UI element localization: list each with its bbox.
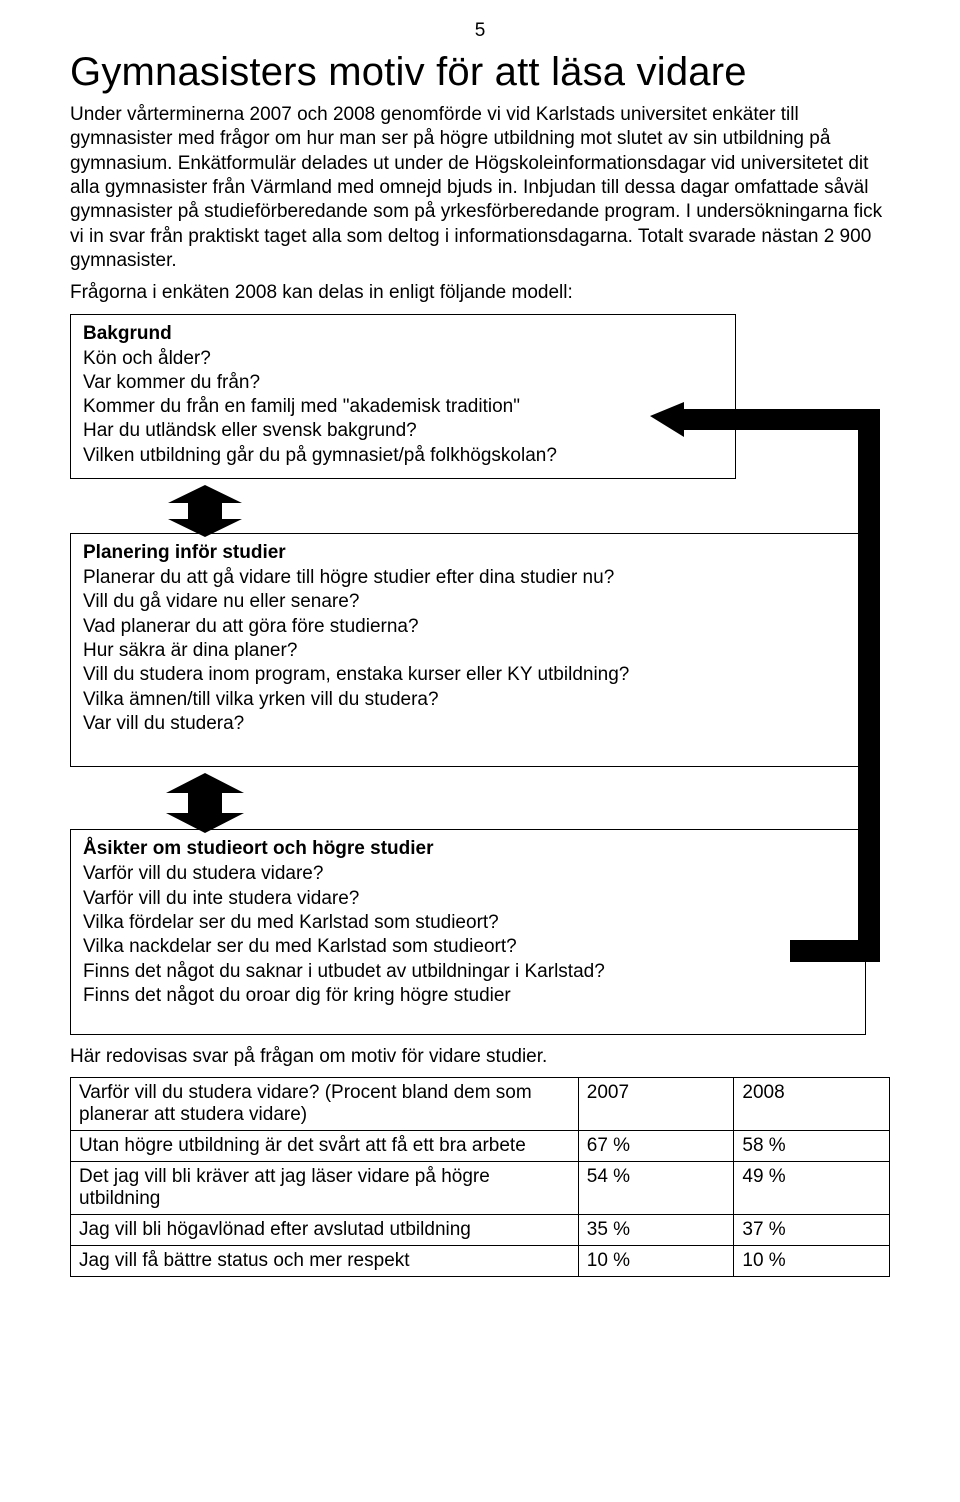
box-line: Finns det något du oroar dig för kring h… <box>83 984 853 1008</box>
box-line: Finns det något du saknar i utbudet av u… <box>83 960 853 984</box>
table-row: Utan högre utbildning är det svårt att f… <box>71 1131 890 1162</box>
vertical-double-arrow-icon <box>160 773 250 833</box>
box-line: Vill du gå vidare nu eller senare? <box>83 590 853 614</box>
table-cell: 37 % <box>734 1215 890 1246</box>
box-title: Planering inför studier <box>83 542 853 564</box>
box-line: Har du utländsk eller svensk bakgrund? <box>83 419 723 443</box>
results-table: Varför vill du studera vidare? (Procent … <box>70 1077 890 1277</box>
table-cell: 2008 <box>734 1078 890 1131</box>
table-cell: 58 % <box>734 1131 890 1162</box>
table-cell: 10 % <box>734 1246 890 1277</box>
box-bakgrund: Bakgrund Kön och ålder? Var kommer du fr… <box>70 314 736 480</box>
box-line: Vilka nackdelar ser du med Karlstad som … <box>83 935 853 959</box>
box-title: Bakgrund <box>83 323 723 345</box>
page-title: Gymnasisters motiv för att läsa vidare <box>70 50 890 95</box>
table-row: Jag vill få bättre status och mer respek… <box>71 1246 890 1277</box>
table-row: Det jag vill bli kräver att jag läser vi… <box>71 1162 890 1215</box>
box-line: Vad planerar du att göra före studierna? <box>83 615 853 639</box>
table-cell: 10 % <box>578 1246 734 1277</box>
table-row: Varför vill du studera vidare? (Procent … <box>71 1078 890 1131</box>
box-line: Varför vill du inte studera vidare? <box>83 887 853 911</box>
table-cell: 49 % <box>734 1162 890 1215</box>
table-row: Jag vill bli högavlönad efter avslutad u… <box>71 1215 890 1246</box>
table-cell: Det jag vill bli kräver att jag läser vi… <box>71 1162 579 1215</box>
box-line: Var kommer du från? <box>83 371 723 395</box>
flow-diagram: Bakgrund Kön och ålder? Var kommer du fr… <box>70 314 890 1036</box>
box-asikter: Åsikter om studieort och högre studier V… <box>70 829 866 1035</box>
table-cell: Utan högre utbildning är det svårt att f… <box>71 1131 579 1162</box>
box-planering: Planering inför studier Planerar du att … <box>70 533 866 767</box>
table-cell: 54 % <box>578 1162 734 1215</box>
table-cell: Jag vill få bättre status och mer respek… <box>71 1246 579 1277</box>
table-cell: 35 % <box>578 1215 734 1246</box>
document-page: 5 Gymnasisters motiv för att läsa vidare… <box>0 0 960 1317</box>
intro-paragraph: Under vårterminerna 2007 och 2008 genomf… <box>70 103 890 273</box>
box-title: Åsikter om studieort och högre studier <box>83 838 853 860</box>
box-line: Planerar du att gå vidare till högre stu… <box>83 566 853 590</box>
box-line: Varför vill du studera vidare? <box>83 862 853 886</box>
table-cell: Varför vill du studera vidare? (Procent … <box>71 1078 579 1131</box>
result-intro: Här redovisas svar på frågan om motiv fö… <box>70 1045 890 1069</box>
box-line: Var vill du studera? <box>83 712 853 736</box>
box-line: Vilken utbildning går du på gymnasiet/på… <box>83 444 723 468</box>
box-line: Vilka fördelar ser du med Karlstad som s… <box>83 911 853 935</box>
box-line: Kön och ålder? <box>83 347 723 371</box>
table-cell: Jag vill bli högavlönad efter avslutad u… <box>71 1215 579 1246</box>
table-cell: 2007 <box>578 1078 734 1131</box>
box-line: Hur säkra är dina planer? <box>83 639 853 663</box>
vertical-double-arrow-icon <box>160 485 250 537</box>
intro-paragraph-2: Frågorna i enkäten 2008 kan delas in enl… <box>70 281 890 305</box>
box-line: Vilka ämnen/till vilka yrken vill du stu… <box>83 688 853 712</box>
page-number: 5 <box>70 20 890 42</box>
table-cell: 67 % <box>578 1131 734 1162</box>
box-line: Kommer du från en familj med "akademisk … <box>83 395 723 419</box>
box-line: Vill du studera inom program, enstaka ku… <box>83 663 853 687</box>
